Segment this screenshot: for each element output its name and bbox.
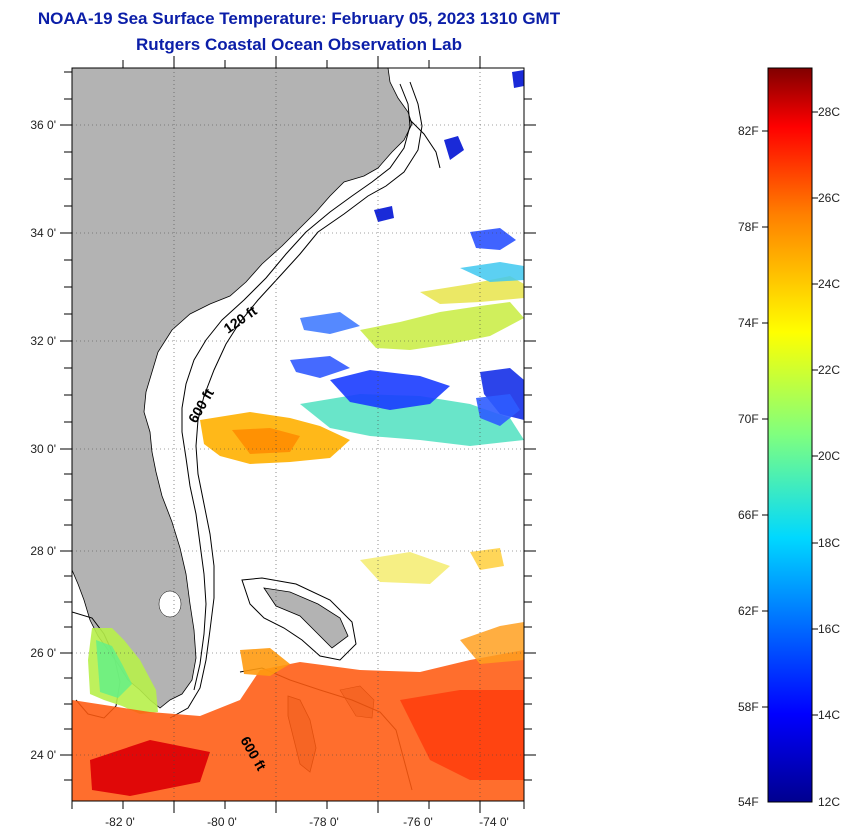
graticule xyxy=(72,68,524,801)
lake-okeechobee xyxy=(158,590,182,618)
map-title: NOAA-19 Sea Surface Temperature: Februar… xyxy=(37,9,561,28)
map-frame xyxy=(71,67,525,802)
colorbar-c-label: 24C xyxy=(818,277,840,291)
colorbar-c-label: 18C xyxy=(818,536,840,550)
lat-label: 30 0' xyxy=(30,442,56,456)
colorbar-c-label: 14C xyxy=(818,708,840,722)
longitude-labels: -82 0' -80 0' -78 0' -76 0' -74 0' xyxy=(105,815,509,829)
colorbar-c-label: 12C xyxy=(818,795,840,809)
axis-ticks xyxy=(60,56,536,813)
lat-label: 32 0' xyxy=(30,334,56,348)
colorbar-c-label: 26C xyxy=(818,191,840,205)
lon-label: -82 0' xyxy=(105,815,135,829)
colorbar: 82F 78F 74F 70F 66F 62F 58F 54F 28C 26C … xyxy=(738,67,840,809)
colorbar-f-label: 82F xyxy=(738,124,759,138)
contour-600ft xyxy=(169,81,423,719)
lon-label: -80 0' xyxy=(207,815,237,829)
lat-label: 26 0' xyxy=(30,646,56,660)
sst-overlay xyxy=(72,70,524,801)
colorbar-c-label: 22C xyxy=(818,363,840,377)
map-subtitle: Rutgers Coastal Ocean Observation Lab xyxy=(136,35,462,54)
bahamas-abaco xyxy=(263,587,349,649)
lon-label: -74 0' xyxy=(479,815,509,829)
latitude-labels: 36 0' 34 0' 32 0' 30 0' 28 0' 26 0' 24 0… xyxy=(30,118,56,762)
colorbar-f-label: 66F xyxy=(738,508,759,522)
colorbar-f-label: 78F xyxy=(738,220,759,234)
colorbar-c-label: 16C xyxy=(818,622,840,636)
colorbar-f-label: 58F xyxy=(738,700,759,714)
lat-label: 36 0' xyxy=(30,118,56,132)
colorbar-f-label: 62F xyxy=(738,604,759,618)
colorbar-c-label: 20C xyxy=(818,449,840,463)
colorbar-f-label: 54F xyxy=(738,795,759,809)
colorbar-f-label: 70F xyxy=(738,412,759,426)
colorbar-gradient xyxy=(767,67,813,803)
lat-label: 28 0' xyxy=(30,544,56,558)
lon-label: -78 0' xyxy=(309,815,339,829)
colorbar-c-label: 28C xyxy=(818,105,840,119)
lon-label: -76 0' xyxy=(403,815,433,829)
lat-label: 34 0' xyxy=(30,226,56,240)
contour-120ft xyxy=(181,83,411,691)
contour-bahamas-bank xyxy=(241,577,357,661)
map-area: 120 ft 600 ft 600 ft xyxy=(72,68,524,801)
lat-label: 24 0' xyxy=(30,748,56,762)
outer-banks xyxy=(409,119,441,169)
colorbar-f-label: 74F xyxy=(738,316,759,330)
